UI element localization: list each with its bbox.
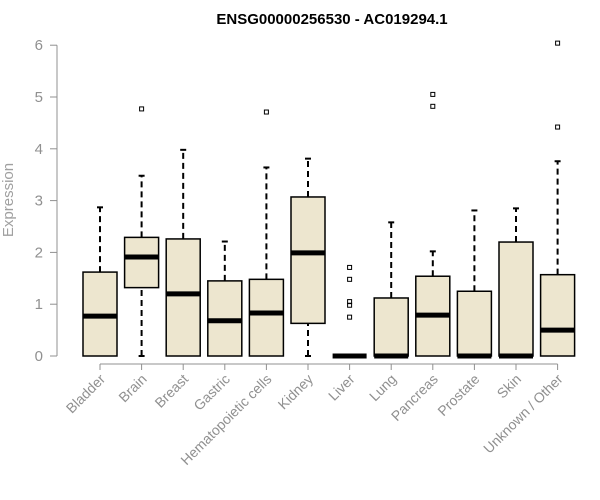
- box-group: [539, 40, 576, 357]
- box-group: [498, 207, 534, 359]
- box-group: [332, 264, 367, 359]
- x-tick-label: Prostate: [434, 371, 482, 419]
- x-tick-label: Skin: [494, 371, 525, 402]
- box: [290, 196, 326, 325]
- box-group: [248, 109, 285, 357]
- box-series: [82, 40, 576, 359]
- outlier-point: [347, 299, 353, 305]
- box: [539, 273, 576, 357]
- outlier-point: [139, 106, 145, 112]
- box: [373, 297, 409, 357]
- x-tick-label: Liver: [325, 371, 358, 404]
- y-tick-label: 1: [35, 296, 43, 313]
- box: [248, 278, 285, 357]
- outlier-point: [430, 103, 436, 109]
- box-group: [373, 221, 409, 359]
- box-group: [123, 106, 160, 357]
- y-axis-label: Expression: [0, 163, 17, 237]
- x-tick-label: Lung: [366, 371, 399, 404]
- outlier-point: [347, 276, 353, 282]
- x-tick-label: Bladder: [63, 371, 109, 417]
- y-tick-label: 5: [35, 89, 43, 106]
- outlier-point: [555, 124, 561, 130]
- box: [165, 238, 201, 357]
- outlier-point: [347, 264, 353, 270]
- y-axis: 0 1 2 3 4 5 6: [35, 37, 58, 365]
- box-group: [415, 91, 451, 357]
- box-group: [207, 240, 243, 357]
- box-group: [165, 148, 201, 357]
- y-tick-label: 6: [35, 37, 43, 54]
- y-tick-label: 0: [35, 348, 43, 365]
- box: [498, 241, 534, 357]
- box: [456, 290, 493, 357]
- box-group: [290, 157, 326, 357]
- outlier-point: [430, 91, 436, 97]
- x-tick-label: Brain: [115, 371, 149, 405]
- x-tick-label: Breast: [151, 371, 191, 411]
- y-tick-label: 2: [35, 244, 43, 261]
- outlier-point: [347, 314, 353, 320]
- box-group: [82, 206, 118, 357]
- y-tick-label: 3: [35, 193, 43, 210]
- x-tick-label: Unknown / Other: [480, 371, 566, 457]
- chart-title: ENSG00000256530 - AC019294.1: [216, 11, 447, 28]
- y-tick-label: 4: [35, 141, 43, 158]
- outlier-point: [555, 40, 561, 46]
- outlier-point: [263, 109, 269, 115]
- box: [123, 236, 160, 289]
- x-tick-label: Kidney: [275, 371, 317, 413]
- box-group: [456, 209, 493, 359]
